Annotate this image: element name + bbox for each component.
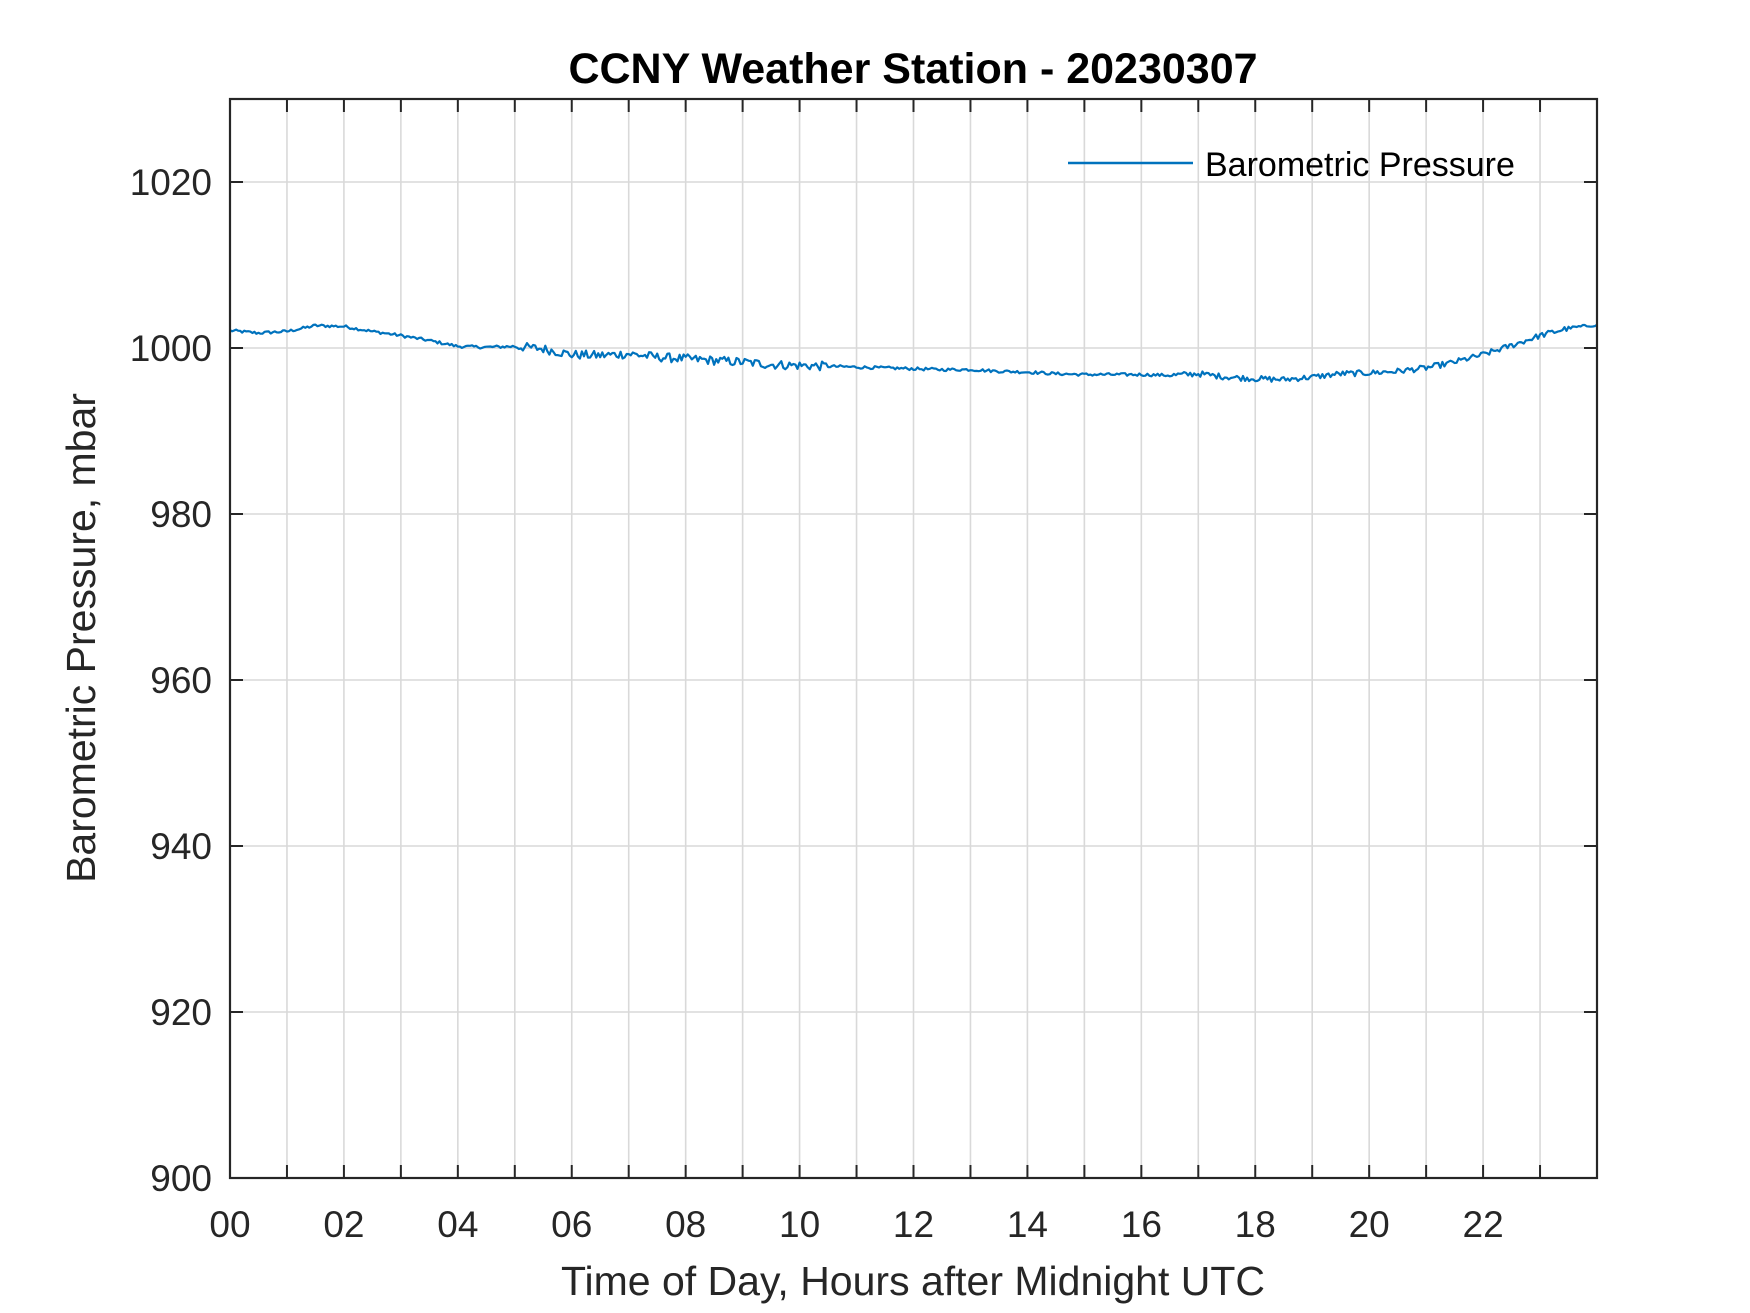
series-line-barometric-pressure xyxy=(229,323,1598,383)
y-tick-label: 1020 xyxy=(130,162,212,203)
y-tick-label: 960 xyxy=(150,660,212,701)
x-tick-label: 18 xyxy=(1235,1204,1276,1245)
x-tick-label: 22 xyxy=(1463,1204,1504,1245)
x-tick-label: 12 xyxy=(893,1204,934,1245)
legend-label: Barometric Pressure xyxy=(1205,146,1515,184)
grid-lines xyxy=(229,99,1598,1179)
y-axis-label: Barometric Pressure, mbar xyxy=(58,393,104,883)
legend: Barometric Pressure xyxy=(1068,146,1515,184)
x-tick-label: 16 xyxy=(1121,1204,1162,1245)
x-tick-label: 02 xyxy=(323,1204,364,1245)
x-tick-label: 10 xyxy=(779,1204,820,1245)
x-tick-label: 08 xyxy=(665,1204,706,1245)
tick-labels: 00 02 04 06 08 10 12 14 16 18 20 22 900 920 940 960 980 1… xyxy=(130,162,1504,1245)
y-tick-label: 940 xyxy=(150,826,212,867)
x-tick-label: 04 xyxy=(437,1204,478,1245)
x-tick-label: 06 xyxy=(551,1204,592,1245)
y-tick-label: 980 xyxy=(150,494,212,535)
y-tick-label: 920 xyxy=(150,992,212,1033)
y-tick-label: 900 xyxy=(150,1158,212,1199)
x-tick-label: 14 xyxy=(1007,1204,1048,1245)
x-tick-label: 20 xyxy=(1349,1204,1390,1245)
x-axis-label: Time of Day, Hours after Midnight UTC xyxy=(561,1258,1265,1304)
chart-title: CCNY Weather Station - 20230307 xyxy=(568,45,1257,93)
y-tick-label: 1000 xyxy=(130,328,212,369)
axis-ticks xyxy=(229,99,1598,1179)
x-tick-label: 00 xyxy=(209,1204,250,1245)
data-series xyxy=(229,323,1598,383)
